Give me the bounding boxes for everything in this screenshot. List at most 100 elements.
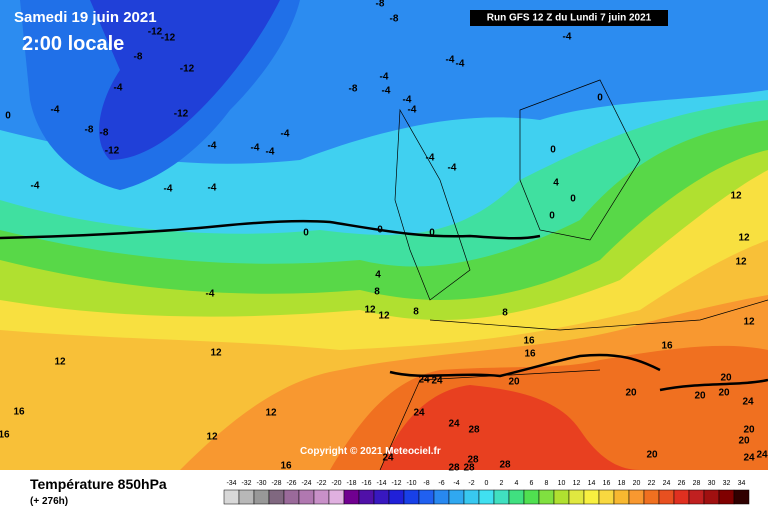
greenland-cold xyxy=(90,0,280,160)
legend-swatch xyxy=(733,489,750,505)
legend-label: 26 xyxy=(678,480,686,487)
legend-label: 28 xyxy=(693,480,701,487)
twenty-isotherm xyxy=(389,353,768,392)
copyright: Copyright © 2021 Meteociel.fr xyxy=(300,446,441,457)
legend-label: -10 xyxy=(406,480,416,487)
legend-label: 30 xyxy=(708,480,716,487)
contour-label: 20 xyxy=(720,373,732,384)
lead-time: (+ 276h) xyxy=(30,496,68,507)
contour-label: 12 xyxy=(378,311,390,322)
legend-swatch xyxy=(568,489,585,505)
contour-label: 12 xyxy=(735,257,747,268)
legend-swatch xyxy=(643,489,660,505)
legend: -34 -32 -30 -28 -26 -24 -22 -20 -18 -16 -14 -12 -10-… xyxy=(223,480,750,505)
contour-label: 12 xyxy=(730,191,742,202)
contour-label: 24 xyxy=(431,376,443,387)
contour-label: -4 xyxy=(446,55,455,66)
contour-label: 16 xyxy=(13,407,25,418)
legend-swatch xyxy=(658,489,675,505)
contour-label: -4 xyxy=(563,32,572,43)
legend-swatch xyxy=(688,489,705,505)
contour-label: 16 xyxy=(661,341,673,352)
legend-label: -2 xyxy=(468,480,474,487)
contour-label: 12 xyxy=(738,233,750,244)
contour-label: -4 xyxy=(266,147,275,158)
legend-label: -28 xyxy=(271,480,281,487)
local-time: 2:00 locale xyxy=(22,33,124,55)
legend-label: 24 xyxy=(663,480,671,487)
legend-swatch xyxy=(493,489,510,505)
legend-label: -8 xyxy=(423,480,429,487)
contour-label: -12 xyxy=(161,33,176,44)
legend-label: 14 xyxy=(588,480,596,487)
contour-label: -4 xyxy=(456,59,465,70)
legend-label: -30 xyxy=(256,480,266,487)
contour-label: 20 xyxy=(625,388,637,399)
legend-label: -32 xyxy=(241,480,251,487)
contour-label: 28 xyxy=(468,425,480,436)
contour-label: -4 xyxy=(31,181,40,192)
legend-label: 4 xyxy=(515,480,519,487)
contour-label: -4 xyxy=(164,184,173,195)
legend-swatch xyxy=(373,489,390,505)
contour-label: 0 xyxy=(303,228,309,239)
footer-title: Température 850hPa xyxy=(30,476,167,492)
contour-label: 20 xyxy=(738,436,750,447)
contour-label: 28 xyxy=(467,455,479,466)
legend-label: 22 xyxy=(648,480,656,487)
contour-label: -4 xyxy=(426,153,435,164)
legend-label: -20 xyxy=(331,480,341,487)
run-box xyxy=(470,10,668,26)
contour-label: -8 xyxy=(134,52,143,63)
contour-label: 20 xyxy=(646,450,658,461)
contour-label: 24 xyxy=(742,397,754,408)
legend-swatch xyxy=(238,489,255,505)
legend-label: 12 xyxy=(573,480,581,487)
legend-swatch xyxy=(298,489,315,505)
legend-swatch xyxy=(313,489,330,505)
legend-swatch xyxy=(358,489,375,505)
contour-label: -4 xyxy=(382,86,391,97)
contour-label: 12 xyxy=(364,305,376,316)
legend-swatch xyxy=(538,489,555,505)
contour-label: -4 xyxy=(448,163,457,174)
legend-label: -18 xyxy=(346,480,356,487)
legend-swatch xyxy=(553,489,570,505)
legend-swatch xyxy=(478,489,495,505)
contour-label: 24 xyxy=(382,453,394,464)
contour-label: 8 xyxy=(413,307,419,318)
legend-swatch xyxy=(523,489,540,505)
legend-swatch xyxy=(418,489,435,505)
legend-swatch xyxy=(598,489,615,505)
legend-swatch xyxy=(448,489,465,505)
run-info: Run GFS 12 Z du Lundi 7 juin 2021 xyxy=(487,13,652,24)
legend-swatch xyxy=(718,489,735,505)
contour-label: 16 xyxy=(523,336,535,347)
contour-label: -4 xyxy=(408,105,417,116)
contour-label: -4 xyxy=(251,143,260,154)
legend-label: 6 xyxy=(530,480,534,487)
contour-label: -12 xyxy=(148,27,163,38)
legend-label: 10 xyxy=(558,480,566,487)
legend-swatch xyxy=(403,489,420,505)
legend-label: -6 xyxy=(438,480,444,487)
contour-label: -8 xyxy=(349,84,358,95)
contour-label: 0 xyxy=(377,225,383,236)
legend-swatch xyxy=(328,489,345,505)
legend-swatch xyxy=(703,489,720,505)
band-red xyxy=(380,385,640,470)
legend-swatch xyxy=(388,489,405,505)
contour-label: 24 xyxy=(413,408,425,419)
contour-label: 24 xyxy=(418,375,430,386)
legend-swatch xyxy=(268,489,285,505)
legend-label: -12 xyxy=(391,480,401,487)
contour-label: 0 xyxy=(5,111,11,122)
contour-label: -12 xyxy=(180,64,195,75)
legend-label: 2 xyxy=(500,480,504,487)
date: Samedi 19 juin 2021 xyxy=(14,9,157,26)
contour-label: -12 xyxy=(174,109,189,120)
legend-swatch xyxy=(283,489,300,505)
contour-label: 4 xyxy=(553,178,559,189)
contour-label: -4 xyxy=(380,72,389,83)
